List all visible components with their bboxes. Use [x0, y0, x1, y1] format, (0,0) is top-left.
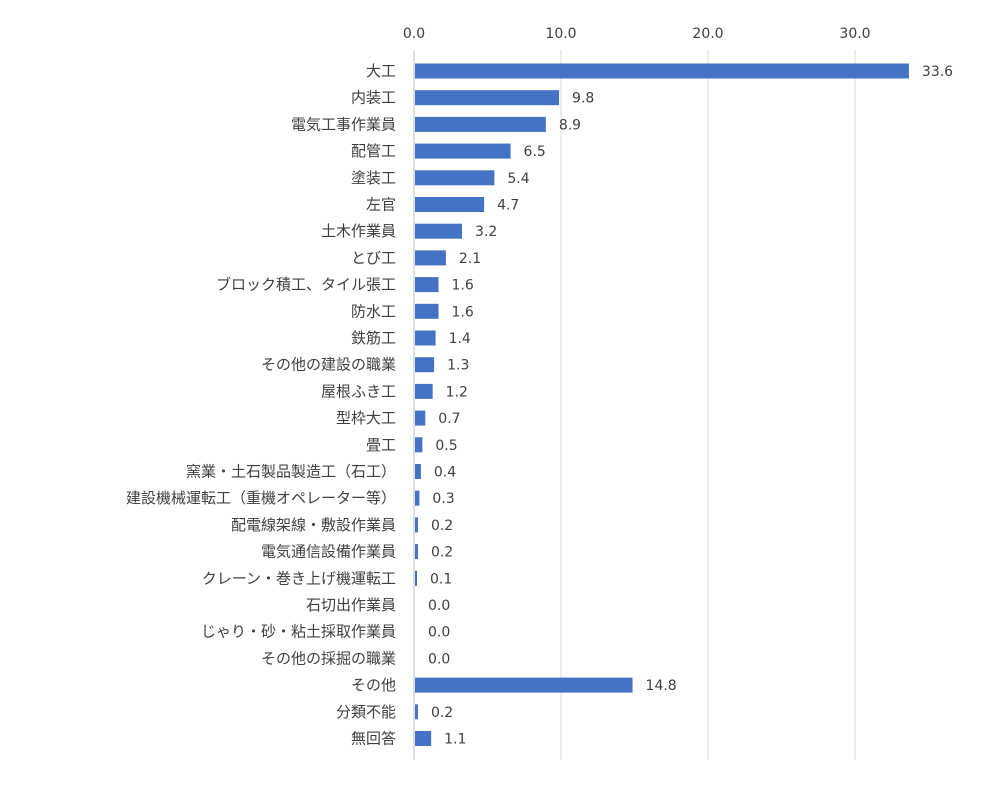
- category-label: 型枠大工: [336, 409, 396, 427]
- bar: [415, 704, 418, 720]
- bar: [415, 437, 423, 453]
- data-label: 33.6: [922, 64, 953, 80]
- category-label: その他の採掘の職業: [261, 649, 396, 667]
- data-label: 3.2: [475, 224, 497, 240]
- category-label: 電気通信設備作業員: [261, 543, 396, 561]
- data-label: 6.5: [524, 144, 546, 160]
- category-label: ブロック積工、タイル張工: [216, 276, 396, 294]
- data-label: 0.2: [431, 545, 453, 561]
- bar: [415, 464, 421, 479]
- bar: [415, 677, 633, 693]
- category-label: 建設機械運転工（重機オペレーター等）: [126, 489, 396, 507]
- data-label: 0.5: [435, 438, 457, 454]
- category-label: とび工: [351, 249, 396, 267]
- data-label: 9.8: [572, 91, 594, 107]
- bar: [415, 277, 439, 293]
- category-label: じゃり・砂・粘土採取作業員: [201, 623, 396, 641]
- category-label: 土木作業員: [321, 222, 396, 240]
- data-label: 0.7: [438, 411, 460, 427]
- category-label: その他: [351, 676, 396, 694]
- category-label: クレーン・巻き上げ機運転工: [202, 569, 396, 587]
- data-label: 0.0: [428, 625, 450, 641]
- category-label: 大工: [366, 62, 396, 80]
- bar: [415, 170, 495, 186]
- category-label: 塗装工: [351, 169, 396, 187]
- x-tick-label: 10.0: [545, 26, 576, 42]
- data-label: 0.1: [430, 571, 452, 587]
- category-label: 鉄筋工: [351, 329, 396, 347]
- bar: [415, 570, 417, 586]
- bar: [415, 410, 426, 426]
- category-label: 配電線架線・敷設作業員: [231, 516, 396, 534]
- bar: [415, 63, 909, 79]
- category-label: 左官: [366, 196, 396, 214]
- bar: [415, 197, 485, 212]
- data-label: 4.7: [497, 198, 519, 214]
- x-tick-label: 0.0: [403, 26, 425, 42]
- data-label: 0.4: [434, 465, 456, 481]
- data-label: 8.9: [559, 117, 581, 133]
- bar: [415, 544, 418, 560]
- category-label: 電気工事作業員: [291, 115, 396, 133]
- bar: [415, 731, 432, 746]
- x-tick-label: 30.0: [839, 26, 870, 42]
- bar: [415, 116, 546, 132]
- bar: [415, 330, 436, 346]
- bar: [415, 517, 418, 533]
- data-label: 1.2: [446, 384, 468, 400]
- bar: [415, 303, 439, 319]
- data-label: 14.8: [646, 678, 677, 694]
- data-label: 0.2: [431, 518, 453, 534]
- x-tick-label: 20.0: [692, 26, 723, 42]
- category-label: 畳工: [366, 436, 396, 454]
- category-label: 分類不能: [336, 703, 396, 721]
- bar: [415, 490, 420, 506]
- bar: [415, 223, 463, 239]
- bar: [415, 383, 433, 399]
- bars: [415, 63, 909, 746]
- data-label: 1.6: [452, 278, 474, 294]
- category-label: 石切出作業員: [306, 596, 396, 614]
- gridlines: [413, 50, 856, 760]
- data-label: 5.4: [507, 171, 529, 187]
- data-label: 0.0: [428, 651, 450, 667]
- category-label: その他の建設の職業: [261, 356, 396, 374]
- bar: [415, 143, 511, 159]
- bar: [415, 357, 435, 373]
- category-label: 屋根ふき工: [321, 382, 396, 400]
- category-label: 無回答: [351, 730, 396, 748]
- labels: 0.0 10.0 20.0 30.0 大工 33.6 内装工 9.8 電気工事作業員 8.9 配管工…: [126, 26, 953, 748]
- data-label: 0.2: [431, 705, 453, 721]
- data-label: 1.6: [452, 304, 474, 320]
- data-label: 0.3: [432, 491, 454, 507]
- category-label: 防水工: [351, 302, 396, 320]
- data-label: 1.1: [444, 732, 466, 748]
- bar: [415, 250, 446, 266]
- data-label: 2.1: [459, 251, 481, 267]
- data-label: 1.3: [447, 358, 469, 374]
- data-label: 1.4: [449, 331, 471, 347]
- category-label: 配管工: [351, 142, 396, 160]
- bar: [415, 90, 560, 106]
- category-label: 内装工: [351, 89, 396, 107]
- data-label: 0.0: [428, 598, 450, 614]
- category-label: 窯業・土石製品製造工（石工）: [186, 463, 396, 481]
